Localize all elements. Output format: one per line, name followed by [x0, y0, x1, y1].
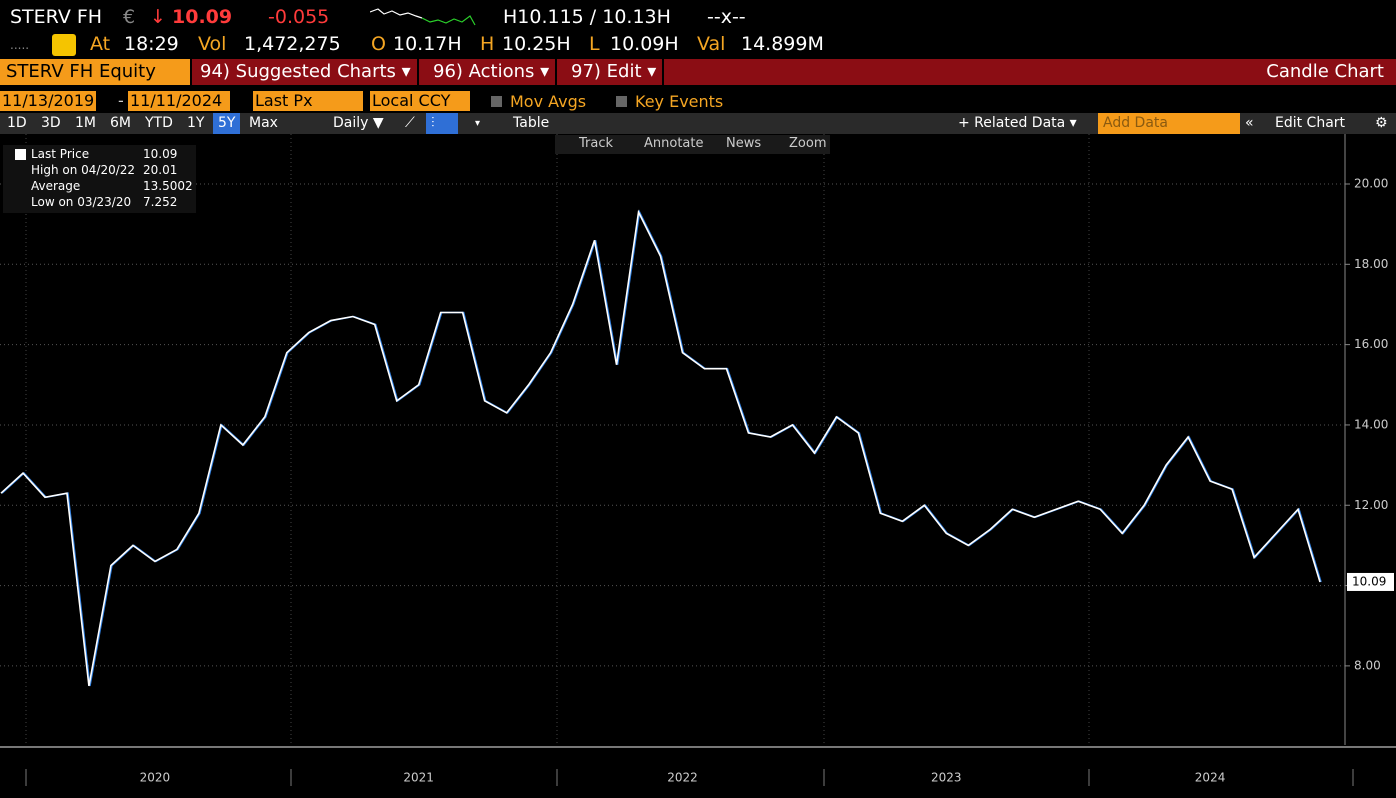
start-date[interactable]: 11/13/2019 — [0, 91, 96, 111]
period-button[interactable]: Max — [249, 115, 278, 131]
field[interactable]: Last Px — [253, 91, 363, 111]
table[interactable]: Table — [513, 115, 550, 131]
chart-name: Candle Chart — [1260, 59, 1390, 85]
legend-swatch — [15, 149, 26, 160]
x-tick-label: 2023 — [931, 771, 962, 785]
last-price-tag — [1347, 572, 1394, 591]
add-data[interactable]: Add Data — [1098, 113, 1240, 134]
year-grid — [25, 134, 1090, 745]
period-button[interactable]: 1D — [7, 115, 27, 131]
time: 18:29 — [124, 33, 179, 55]
volume: 1,472,275 — [244, 33, 341, 55]
legend-value: 13.5002 — [143, 179, 193, 193]
y-tick-label: 14.00 — [1354, 417, 1388, 431]
mov-avgs[interactable]: Mov Avgs — [510, 92, 587, 111]
low: 10.09H — [610, 33, 679, 55]
label: H — [480, 33, 495, 55]
legend: Last Price 10.09 High on 04/20/22 20.01 Aver… — [3, 145, 196, 213]
period-button[interactable]: 1Y — [187, 115, 205, 131]
legend-label: Average — [31, 179, 81, 193]
change: -0.055 — [268, 6, 330, 28]
legend-value: 20.01 — [143, 163, 178, 177]
checkbox[interactable] — [616, 96, 627, 107]
x-tick-label: 2022 — [667, 771, 698, 785]
dots: ..... — [10, 38, 30, 52]
checkbox[interactable] — [491, 96, 502, 107]
open: 10.17H — [393, 33, 462, 55]
period-button[interactable]: 3D — [41, 115, 61, 131]
toolbar: Daily ▼ ⟋ ⫶ ▾ Table + Related Data ▾ Add… — [0, 113, 1396, 134]
period-button[interactable]: 1M — [75, 115, 96, 131]
value-traded: 14.899M — [741, 33, 824, 55]
chart-tool[interactable]: Zoom — [789, 136, 827, 151]
high: 10.25H — [502, 33, 571, 55]
chart-tool[interactable]: Annotate — [644, 136, 704, 151]
menu-item[interactable]: 97) Edit ▾ — [565, 59, 665, 85]
icon[interactable]: ▾ — [475, 118, 481, 129]
period-button[interactable]: 5Y — [213, 113, 241, 134]
icon[interactable]: « — [1245, 115, 1254, 131]
x-tick-label: 2021 — [403, 771, 434, 785]
end-date[interactable]: 11/11/2024 — [128, 91, 230, 111]
price-line — [0, 209, 1321, 687]
y-tick-label: 12.00 — [1354, 498, 1388, 512]
legend-label: Last Price — [31, 147, 90, 161]
size: --x-- — [707, 6, 746, 28]
y-tick-label: 16.00 — [1354, 337, 1388, 351]
legend-value: 10.09 — [143, 147, 178, 161]
label: Val — [697, 33, 726, 55]
arrow: ↓ — [150, 6, 166, 28]
edit-chart[interactable]: Edit Chart — [1275, 115, 1346, 131]
y-tick-label: 18.00 — [1354, 257, 1388, 271]
sparkline — [370, 8, 476, 26]
menu-item[interactable]: 94) Suggested Charts ▾ — [194, 59, 419, 85]
currency: € — [123, 6, 136, 28]
label: O — [371, 33, 386, 55]
dash: - — [118, 91, 124, 110]
x-tick-label: 2020 — [140, 771, 171, 785]
y-tick-label: 20.00 — [1354, 176, 1388, 190]
chart-tools: Track Annotate News Zoom — [555, 135, 830, 154]
icon[interactable]: ⟋ — [405, 115, 415, 131]
chart: 8.0010.0012.0014.0016.0018.0020.00202020… — [0, 134, 1396, 798]
last-price-label: 10.09 — [1352, 574, 1386, 588]
x-tick-label: 2024 — [1195, 771, 1226, 785]
chart-tool[interactable]: News — [726, 136, 762, 151]
security[interactable]: STERV FH Equity — [0, 59, 192, 85]
year-separators — [25, 769, 1354, 786]
legend-label: High on 04/20/22 — [31, 163, 136, 177]
ticker: STERV FH — [10, 6, 103, 28]
key-events[interactable]: Key Events — [635, 92, 724, 111]
legend-value: 7.252 — [143, 195, 178, 209]
x-axis-area — [0, 745, 1396, 798]
icon[interactable] — [52, 34, 76, 56]
last-price: 10.09 — [172, 6, 233, 28]
related[interactable]: + Related Data ▾ — [958, 115, 1077, 131]
y-tick-label: 8.00 — [1354, 658, 1381, 672]
currency-select[interactable]: Local CCY — [370, 91, 470, 111]
menu-item[interactable]: 96) Actions ▾ — [427, 59, 558, 85]
label: Vol — [198, 33, 227, 55]
legend-label: Low on 03/23/20 — [31, 195, 132, 209]
period-button[interactable]: 6M — [110, 115, 131, 131]
bid-ask: H10.115 / 10.13H — [503, 6, 671, 28]
frequency[interactable]: Daily ▼ — [333, 115, 384, 131]
label: L — [589, 33, 600, 55]
chart-tool[interactable]: Track — [579, 136, 614, 151]
icon[interactable]: ⫶ — [426, 113, 458, 134]
menu-bar: STERV FH Equity Candle Chart 94) Suggest… — [0, 59, 1396, 85]
icon[interactable]: ⚙ — [1375, 115, 1388, 131]
label: At — [90, 33, 111, 55]
period-button[interactable]: YTD — [145, 115, 173, 131]
